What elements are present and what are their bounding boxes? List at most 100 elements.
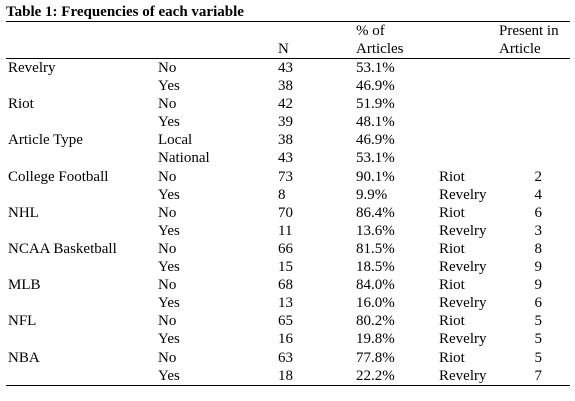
header-percent: % of Articles (356, 22, 426, 58)
level-cell: No (158, 240, 177, 257)
table-row: Yes 18 22.2% Revelry 7 (6, 367, 570, 385)
n-cell: 39 (278, 114, 293, 131)
n-cell: 38 (278, 132, 293, 149)
table-row: Riot No 42 51.9% (6, 95, 570, 113)
level-cell: Local (158, 132, 193, 149)
level-cell: No (158, 168, 177, 185)
count-cell: 9 (534, 277, 543, 294)
header-n: N (278, 41, 289, 57)
table-row: Yes 16 19.8% Revelry 5 (6, 330, 570, 348)
n-cell: 43 (278, 150, 293, 167)
count-cell: 5 (534, 331, 543, 348)
count-cell: 7 (534, 367, 543, 384)
table-row: Article Type Local 38 46.9% (6, 131, 570, 149)
header-percent-line1: % of (356, 23, 385, 39)
variable-cell: MLB (8, 277, 41, 294)
present-cell: Riot (439, 277, 465, 294)
level-cell: No (158, 60, 177, 76)
percent-cell: 22.2% (356, 367, 395, 384)
level-cell: Yes (158, 222, 180, 239)
level-cell: No (158, 349, 177, 366)
variable-cell: NCAA Basketball (8, 240, 117, 257)
n-cell: 42 (278, 96, 293, 113)
n-cell: 66 (278, 240, 293, 257)
variable-cell: NBA (8, 349, 40, 366)
count-cell: 9 (534, 259, 543, 276)
percent-cell: 16.0% (356, 295, 395, 312)
present-cell: Riot (439, 168, 465, 185)
level-cell: Yes (158, 259, 180, 276)
percent-cell: 53.1% (356, 60, 395, 76)
n-cell: 70 (278, 204, 293, 221)
n-cell: 8 (278, 186, 286, 203)
table-row: National 43 53.1% (6, 149, 570, 167)
table-row: MLB No 68 84.0% Riot 9 (6, 276, 570, 294)
table-row: Yes 15 18.5% Revelry 9 (6, 258, 570, 276)
header-percent-line2: Articles (356, 41, 404, 57)
n-cell: 65 (278, 313, 293, 330)
variable-cell: Riot (8, 96, 34, 113)
table-row: NBA No 63 77.8% Riot 5 (6, 349, 570, 367)
present-cell: Revelry (439, 367, 487, 384)
present-cell: Riot (439, 313, 465, 330)
percent-cell: 77.8% (356, 349, 395, 366)
percent-cell: 48.1% (356, 114, 395, 131)
header-rule (6, 58, 570, 59)
count-cell: 4 (534, 186, 543, 203)
top-rule (6, 21, 570, 22)
table-body: Revelry No 43 53.1% Yes 38 46.9% Riot No 42 51.9% Y… (6, 59, 570, 385)
count-cell: 5 (534, 313, 543, 330)
n-cell: 73 (278, 168, 293, 185)
header-present-line1: Present in (499, 23, 559, 39)
n-cell: 63 (278, 349, 293, 366)
percent-cell: 84.0% (356, 277, 395, 294)
header-present: Present in Article (499, 22, 571, 58)
n-cell: 43 (278, 60, 293, 76)
n-cell: 16 (278, 331, 293, 348)
table-header: N % of Articles Present in Article (6, 22, 570, 58)
level-cell: No (158, 204, 177, 221)
percent-cell: 51.9% (356, 96, 395, 113)
present-cell: Revelry (439, 222, 487, 239)
table-row: Revelry No 43 53.1% (6, 59, 570, 77)
level-cell: Yes (158, 295, 180, 312)
table-row: NFL No 65 80.2% Riot 5 (6, 312, 570, 330)
level-cell: Yes (158, 186, 180, 203)
count-cell: 6 (534, 204, 543, 221)
count-cell: 5 (534, 349, 543, 366)
level-cell: Yes (158, 367, 180, 384)
table-row: Yes 11 13.6% Revelry 3 (6, 222, 570, 240)
table-title: Table 1: Frequencies of each variable (6, 4, 244, 20)
n-cell: 38 (278, 78, 293, 95)
variable-cell: Revelry (8, 60, 56, 76)
level-cell: Yes (158, 331, 180, 348)
n-cell: 13 (278, 295, 293, 312)
n-cell: 15 (278, 259, 293, 276)
level-cell: Yes (158, 78, 180, 95)
present-cell: Riot (439, 240, 465, 257)
frequency-table: Table 1: Frequencies of each variable N … (6, 3, 570, 386)
percent-cell: 9.9% (356, 186, 388, 203)
count-cell: 2 (534, 168, 543, 185)
percent-cell: 46.9% (356, 132, 395, 149)
present-cell: Revelry (439, 259, 487, 276)
level-cell: No (158, 277, 177, 294)
percent-cell: 53.1% (356, 150, 395, 167)
table-row: Yes 39 48.1% (6, 113, 570, 131)
header-present-line2: Article (499, 41, 541, 57)
table-row: NHL No 70 86.4% Riot 6 (6, 204, 570, 222)
present-cell: Riot (439, 204, 465, 221)
present-cell: Revelry (439, 331, 487, 348)
variable-cell: College Football (8, 168, 109, 185)
n-cell: 18 (278, 367, 293, 384)
table-row: Yes 13 16.0% Revelry 6 (6, 294, 570, 312)
present-cell: Riot (439, 349, 465, 366)
variable-cell: NFL (8, 313, 37, 330)
bottom-rule (6, 384, 570, 386)
percent-cell: 80.2% (356, 313, 395, 330)
table-row: NCAA Basketball No 66 81.5% Riot 8 (6, 240, 570, 258)
count-cell: 3 (534, 222, 543, 239)
variable-cell: NHL (8, 204, 39, 221)
variable-cell: Article Type (8, 132, 83, 149)
level-cell: Yes (158, 114, 180, 131)
